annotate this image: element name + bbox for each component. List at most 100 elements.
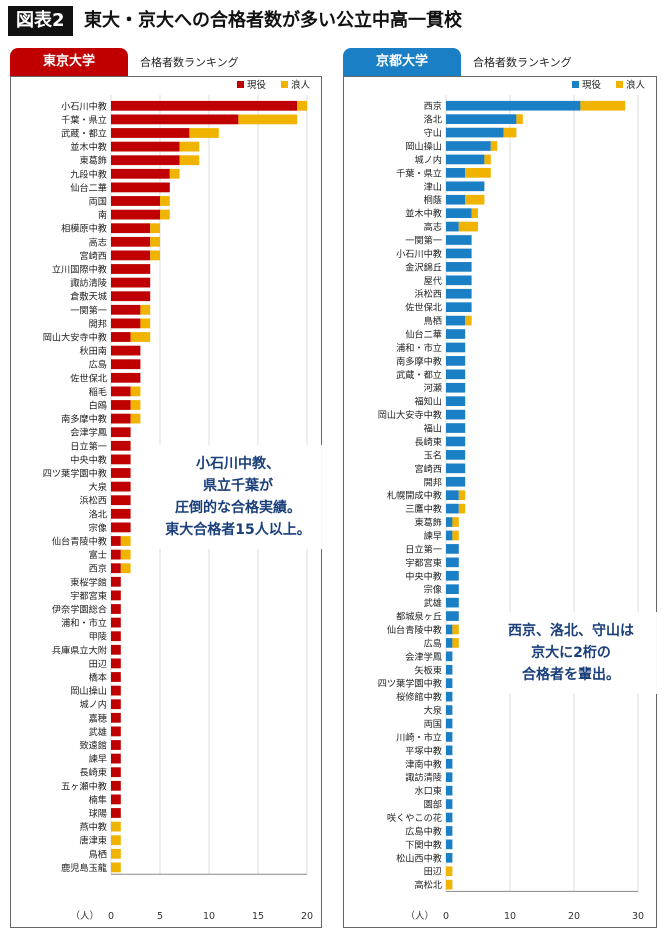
kyoto-category-label: 守山 bbox=[424, 127, 442, 139]
tokyo-legend-label: 現役 bbox=[247, 79, 267, 91]
kyoto-category-label: 松山西中教 bbox=[396, 852, 442, 864]
tokyo-bar-current bbox=[111, 604, 121, 614]
kyoto-category-label: 一関第一 bbox=[405, 235, 442, 247]
tokyo-category-label: 鳥栖 bbox=[89, 848, 107, 860]
kyoto-bar-current bbox=[446, 651, 453, 662]
tokyo-category-label: 洛北 bbox=[89, 508, 107, 520]
tokyo-annotation-line: 県立千葉が bbox=[203, 478, 273, 494]
kyoto-bar-current bbox=[446, 463, 466, 474]
kyoto-bar-current bbox=[446, 812, 453, 823]
kyoto-category-label: 宇都宮東 bbox=[405, 557, 442, 569]
kyoto-bar-current bbox=[446, 369, 466, 380]
tokyo-bar-current bbox=[111, 644, 121, 655]
kyoto-category-label: 田辺 bbox=[424, 867, 442, 878]
tokyo-category-label: 嘉穂 bbox=[89, 712, 107, 724]
kyoto-bar-current bbox=[446, 181, 485, 192]
tokyo-category-label: 武蔵・都立 bbox=[61, 128, 107, 140]
kyoto-bar-current bbox=[446, 329, 466, 339]
kyoto-bar-current bbox=[446, 852, 453, 863]
tokyo-legend-label: 浪人 bbox=[291, 79, 311, 91]
tokyo-bar-current bbox=[111, 277, 151, 288]
tokyo-category-label: 橋本 bbox=[89, 672, 107, 684]
kyoto-annotation: 西京、洛北、守山は 京大に2桁の 合格者を輩出。 bbox=[484, 612, 658, 694]
kyoto-bar-current bbox=[446, 732, 453, 742]
kyoto-category-label: 下関中教 bbox=[405, 839, 442, 851]
kyoto-bar-current bbox=[446, 624, 453, 635]
tokyo-category-label: 南多摩中教 bbox=[61, 413, 107, 425]
kyoto-category-label: 中央中教 bbox=[405, 570, 442, 582]
kyoto-bar-ronin bbox=[458, 490, 466, 501]
tokyo-bar-current bbox=[111, 318, 141, 329]
kyoto-category-label: 武雄 bbox=[424, 597, 442, 609]
tokyo-bar-ronin bbox=[238, 114, 298, 125]
kyoto-category-label: 長崎東 bbox=[414, 436, 442, 448]
kyoto-category-label: 仙台青陵中教 bbox=[387, 624, 442, 636]
tokyo-tick-label: 20 bbox=[301, 911, 313, 922]
kyoto-bar-ronin bbox=[452, 517, 459, 527]
tokyo-bar-ronin bbox=[160, 196, 170, 206]
tokyo-bar-ronin bbox=[297, 100, 307, 111]
tokyo-panel: 東京大学 合格者数ランキング 小石川中教 千葉・県立 武蔵・都立 並木中教 東葛飾 九段中… bbox=[10, 48, 333, 930]
kyoto-tick-label: 10 bbox=[504, 911, 516, 922]
kyoto-category-label: 岡山大安寺中教 bbox=[378, 409, 442, 421]
kyoto-category-label: 武蔵・都立 bbox=[396, 369, 442, 381]
tokyo-bar-current bbox=[111, 304, 141, 315]
tokyo-category-label: 城ノ内 bbox=[79, 699, 107, 711]
tokyo-annotation-line: 東大合格者15人以上。 bbox=[165, 522, 311, 538]
kyoto-category-label: 城ノ内 bbox=[414, 154, 442, 166]
kyoto-category-label: 津山 bbox=[424, 182, 442, 193]
kyoto-category-label: 会津学鳳 bbox=[405, 651, 442, 663]
kyoto-bar-current bbox=[446, 356, 466, 366]
tokyo-category-label: 唐津東 bbox=[79, 835, 107, 847]
kyoto-category-label: 津南中教 bbox=[405, 758, 442, 770]
kyoto-bar-current bbox=[446, 758, 453, 769]
tokyo-bar-current bbox=[111, 209, 160, 220]
kyoto-bar-ronin bbox=[465, 194, 485, 205]
kyoto-bar-current bbox=[446, 248, 472, 259]
tokyo-bar-current bbox=[111, 495, 131, 506]
kyoto-bar-current bbox=[446, 168, 466, 178]
tokyo-bar-current bbox=[111, 196, 160, 206]
tokyo-bar-current bbox=[111, 413, 131, 424]
kyoto-category-label: 桐蔭 bbox=[424, 194, 442, 206]
tokyo-bar-ronin bbox=[150, 250, 160, 261]
tokyo-chart: 小石川中教千葉・県立武蔵・都立並木中教東葛飾九段中教仙台二華両国南相模原中教高志… bbox=[43, 79, 313, 922]
tokyo-category-label: 相模原中教 bbox=[61, 223, 107, 235]
tokyo-category-label: 両国 bbox=[89, 197, 107, 208]
kyoto-bar-current bbox=[446, 100, 581, 111]
tokyo-bar-ronin bbox=[130, 413, 141, 424]
kyoto-bar-current bbox=[446, 194, 466, 205]
tokyo-bar-current bbox=[111, 141, 180, 152]
kyoto-annotation-line: 西京、洛北、守山は bbox=[508, 623, 634, 639]
kyoto-category-label: 都城泉ヶ丘 bbox=[396, 611, 442, 623]
tokyo-bar-ronin bbox=[189, 128, 219, 138]
tokyo-category-label: 致遠館 bbox=[79, 740, 107, 752]
tokyo-category-label: 武雄 bbox=[89, 726, 107, 738]
kyoto-bar-ronin bbox=[503, 127, 517, 138]
kyoto-category-label: 並木中教 bbox=[405, 208, 442, 220]
kyoto-category-label: 河瀬 bbox=[424, 382, 442, 394]
tokyo-bar-ronin bbox=[130, 400, 141, 410]
kyoto-category-label: 水口東 bbox=[414, 785, 442, 797]
tokyo-bar-current bbox=[111, 563, 121, 574]
tokyo-bar-current bbox=[111, 223, 151, 234]
kyoto-bar-current bbox=[446, 141, 491, 151]
tokyo-bar-ronin bbox=[140, 304, 151, 315]
kyoto-category-label: 両国 bbox=[424, 719, 442, 730]
tokyo-category-label: 四ツ葉学園中教 bbox=[43, 468, 107, 480]
kyoto-tick-label: 20 bbox=[568, 911, 580, 922]
kyoto-bar-current bbox=[446, 208, 472, 218]
tokyo-category-label: 鹿児島玉龍 bbox=[61, 862, 107, 874]
kyoto-category-label: 福知山 bbox=[414, 396, 442, 408]
tokyo-bar-current bbox=[111, 549, 121, 560]
tokyo-category-label: 並木中教 bbox=[70, 141, 107, 153]
tokyo-bar-current bbox=[111, 767, 121, 778]
kyoto-chart-frame: 西京 洛北 守山 岡山操山 城ノ内 千葉・県立 津山 桐蔭 並木中教 高志 一関第一 小石川中教 金沢錦… bbox=[343, 76, 658, 928]
kyoto-category-label: 札幌開成中教 bbox=[387, 490, 442, 502]
figure-header: 図表2 東大・京大への合格者数が多い公立中高一貫校 bbox=[0, 0, 670, 44]
kyoto-bar-current bbox=[446, 262, 472, 272]
tokyo-bar-ronin bbox=[120, 536, 131, 546]
tokyo-annotation-line: 圧倒的な合格実績。 bbox=[175, 500, 301, 516]
kyoto-bar-ronin bbox=[490, 141, 498, 151]
tokyo-category-label: 高志 bbox=[89, 236, 107, 248]
